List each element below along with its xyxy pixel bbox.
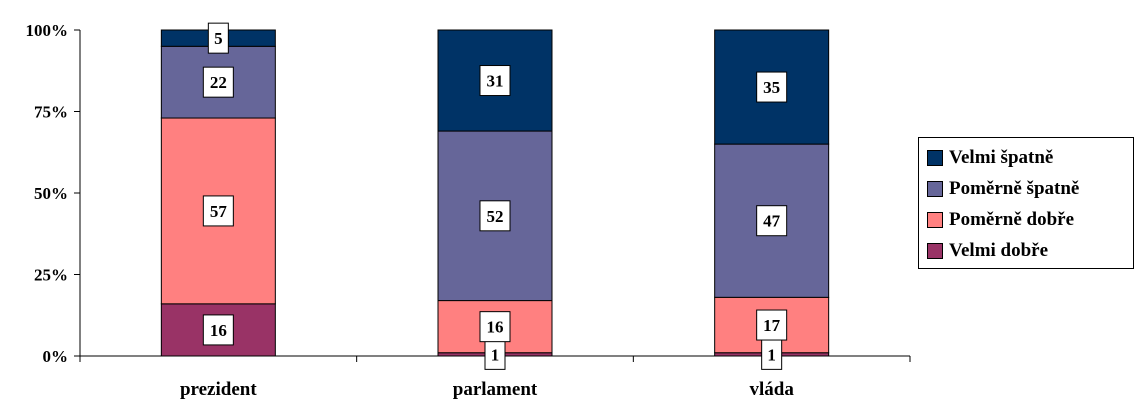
data-label: 22 [210,73,227,92]
data-label-box [756,309,788,341]
legend-label: Velmi špatně [949,147,1054,168]
data-label: 47 [763,212,781,231]
y-tick-label: 75% [34,103,68,122]
data-label-box [756,71,788,103]
legend-swatch [927,181,943,197]
data-label: 31 [487,72,504,91]
data-label: 1 [767,345,776,364]
legend-item: Velmi špatně [927,146,1053,170]
data-label: 1 [491,345,500,364]
data-label-box [202,195,234,227]
legend-label: Velmi dobře [949,240,1049,261]
y-tick-label: 25% [34,266,68,285]
data-label: 16 [487,318,504,337]
legend-item: Poměrně špatně [927,177,1079,201]
legend-label: Poměrně špatně [949,178,1080,199]
y-tick-label: 0% [43,347,69,366]
data-label-box [756,205,788,237]
legend-swatch [927,243,943,259]
y-tick-label: 50% [34,184,68,203]
data-label: 17 [763,316,781,335]
category-label: vláda [749,379,794,400]
legend-swatch [927,212,943,228]
category-label: prezident [180,379,257,400]
bar-segment [714,29,830,145]
legend-swatch [927,150,943,166]
data-label-box [479,200,511,232]
data-label-box [202,66,234,98]
legend-item: Poměrně dobře [927,208,1074,232]
data-label: 5 [214,29,223,48]
data-label: 16 [210,321,227,340]
data-label: 52 [487,207,504,226]
data-label: 57 [210,202,228,221]
category-label: parlament [453,379,538,400]
y-tick-label: 100% [26,21,69,40]
data-label-box [202,314,234,346]
legend-item: Velmi dobře [927,239,1048,263]
data-label-box [479,65,511,97]
legend: Velmi špatně Poměrně špatně Poměrně dobře V… [918,137,1134,269]
data-label: 35 [763,78,780,97]
legend-label: Poměrně dobře [949,209,1075,230]
data-label-box [207,22,229,54]
data-label-box [479,311,511,343]
